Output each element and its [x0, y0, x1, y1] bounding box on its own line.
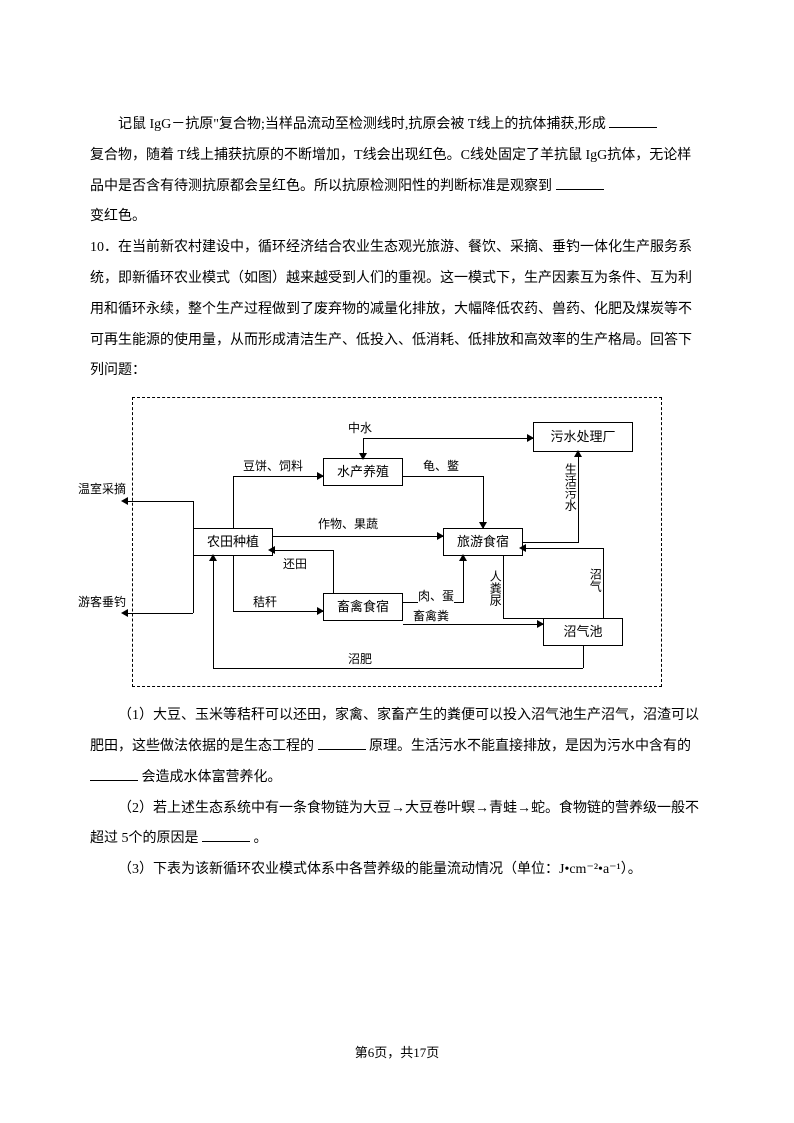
- fill-blank: [202, 828, 250, 842]
- fill-blank: [609, 114, 657, 128]
- text-segment: 记鼠 IgG－抗原"复合物;当样品流动至检测线时,抗原会被 T线上的抗体捕获,形…: [118, 117, 609, 132]
- node-sewage-plant: 污水处理厂: [533, 422, 633, 452]
- sub-question-2: （2）若上述生态系统中有一条食物链为大豆→大豆卷叶螟→青蛙→蛇。食物链的营养级一…: [90, 794, 704, 856]
- paragraph-1c: 变红色。: [90, 202, 704, 233]
- sub-question-3: （3）下表为该新循环农业模式体系中各营养级的能量流动情况（单位：J•cm⁻²•a…: [90, 855, 704, 886]
- label-greenhouse: 温室采摘: [78, 483, 126, 496]
- label-wastewater: 生活污水: [563, 463, 576, 511]
- node-tourism: 旅游食宿: [443, 528, 523, 556]
- label-meat: 肉、蛋: [418, 590, 454, 603]
- text-segment: 会造成水体富营养化。: [138, 770, 282, 785]
- label-crops: 作物、果蔬: [318, 518, 378, 531]
- label-turtle: 龟、鳖: [423, 460, 459, 473]
- label-biogas-gas: 沼气: [588, 568, 601, 592]
- question-text: 在当前新农村建设中，循环经济结合农业生态观光旅游、餐饮、采摘、垂钓一体化生产服务…: [90, 240, 692, 378]
- sub-question-1: （1）大豆、玉米等秸秆可以还田，家禽、家畜产生的粪便可以投入沼气池生产沼气，沼渣…: [90, 701, 704, 793]
- node-livestock: 畜禽食宿: [323, 593, 403, 621]
- label-bean-feed: 豆饼、饲料: [243, 460, 303, 473]
- text-segment: （2）若上述生态系统中有一条食物链为大豆→大豆卷叶螟→青蛙→蛇。食物链的营养级一…: [90, 801, 699, 847]
- paragraph-1b: 复合物，随着 T线上捕获抗原的不断增加，T线会出现红色。C线处固定了羊抗鼠 Ig…: [90, 141, 704, 203]
- question-10: 10．在当前新农村建设中，循环经济结合农业生态观光旅游、餐饮、采摘、垂钓一体化生…: [90, 233, 704, 387]
- label-return-field: 还田: [283, 558, 307, 571]
- question-number: 10．: [90, 240, 118, 255]
- agriculture-flowchart: 污水处理厂 水产养殖 农田种植 旅游食宿 畜禽食宿 沼气池 中水 豆饼、饲料 龟…: [132, 397, 662, 687]
- label-biogas-fert: 沼肥: [348, 653, 372, 666]
- text-segment: 原理。生活污水不能直接排放，是因为污水中含有的: [366, 739, 692, 754]
- node-aquaculture: 水产养殖: [323, 458, 403, 486]
- document-content: 记鼠 IgG－抗原"复合物;当样品流动至检测线时,抗原会被 T线上的抗体捕获,形…: [90, 110, 704, 886]
- label-human-waste: 人粪尿: [488, 570, 501, 606]
- page-footer: 第6页，共17页: [0, 1039, 794, 1068]
- text-segment: 变红色。: [90, 209, 146, 224]
- fill-blank: [556, 176, 604, 190]
- fill-blank: [90, 767, 138, 781]
- label-fishing: 游客垂钓: [78, 596, 126, 609]
- paragraph-1: 记鼠 IgG－抗原"复合物;当样品流动至检测线时,抗原会被 T线上的抗体捕获,形…: [90, 110, 704, 141]
- node-farm: 农田种植: [193, 528, 273, 556]
- label-straw: 秸秆: [253, 596, 277, 609]
- fill-blank: [318, 736, 366, 750]
- text-segment: （3）下表为该新循环农业模式体系中各营养级的能量流动情况（单位：J•cm⁻²•a…: [118, 862, 642, 877]
- label-manure: 畜禽粪: [413, 610, 449, 623]
- label-reclaimed-water: 中水: [348, 422, 372, 435]
- node-biogas: 沼气池: [543, 618, 623, 646]
- text-segment: 。: [250, 831, 268, 846]
